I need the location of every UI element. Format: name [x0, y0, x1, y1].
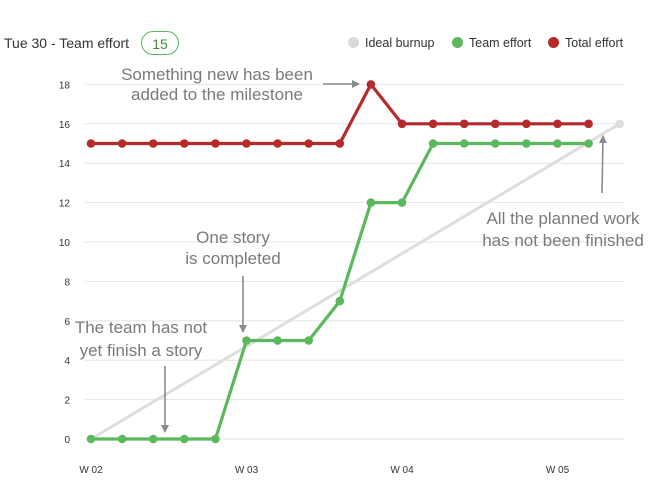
chart-header: Tue 30 - Team effort 15 Ideal burnup Tea… [0, 0, 669, 60]
y-tick-label: 0 [64, 435, 70, 446]
team-effort-point[interactable] [148, 434, 158, 444]
legend-label: Team effort [469, 36, 532, 50]
total-effort-point[interactable] [211, 139, 220, 148]
y-tick-label: 6 [64, 317, 70, 328]
annotation-text: added to the milestone [131, 85, 303, 104]
annotation-story-completed: One story is completed [185, 228, 281, 333]
annotation-text: yet finish a story [80, 341, 203, 360]
total-effort-point[interactable] [273, 139, 282, 148]
legend-item-ideal-burnup[interactable]: Ideal burnup [348, 36, 435, 50]
y-tick-label: 10 [59, 238, 71, 249]
total-effort-point[interactable] [553, 119, 562, 129]
annotation-work-not-finished: All the planned work has not been finishe… [482, 135, 644, 250]
total-effort-point[interactable] [304, 139, 314, 148]
x-tick-label: W 05 [546, 465, 570, 476]
total-effort-point[interactable] [86, 139, 96, 148]
team-effort-point[interactable] [584, 139, 593, 148]
legend-item-team-effort[interactable]: Team effort [452, 36, 531, 50]
annotation-text: Something new has been [121, 65, 313, 84]
team-effort-point[interactable] [428, 139, 438, 148]
total-effort-point[interactable] [242, 139, 251, 148]
total-effort-point[interactable] [397, 119, 407, 129]
total-effort-point[interactable] [428, 119, 438, 129]
team-effort-point[interactable] [180, 434, 189, 444]
team-effort-point[interactable] [522, 139, 531, 148]
effort-count-badge: 15 [141, 31, 179, 55]
y-tick-label: 8 [64, 277, 70, 288]
total-effort-point[interactable] [459, 119, 469, 129]
annotation-text: has not been finished [482, 231, 644, 250]
team-effort-point[interactable] [491, 139, 500, 148]
team-effort-point[interactable] [397, 198, 407, 207]
legend-dot-icon [452, 37, 463, 48]
team-effort-point[interactable] [304, 336, 314, 345]
team-effort-point[interactable] [459, 139, 469, 148]
legend-dot-icon [348, 37, 359, 48]
annotation-text: is completed [185, 249, 280, 268]
team-effort-point[interactable] [366, 198, 376, 207]
legend-label: Ideal burnup [365, 36, 435, 50]
total-effort-point[interactable] [117, 139, 127, 148]
team-effort-point[interactable] [242, 336, 251, 345]
team-effort-point[interactable] [86, 434, 96, 444]
legend-item-total-effort[interactable]: Total effort [548, 36, 623, 50]
total-effort-point[interactable] [366, 80, 376, 89]
x-tick-label: W 02 [79, 465, 103, 476]
total-effort-point[interactable] [491, 119, 500, 129]
team-effort-point[interactable] [117, 434, 127, 444]
total-effort-point[interactable] [148, 139, 158, 148]
total-effort-point[interactable] [522, 119, 531, 129]
y-tick-label: 16 [59, 120, 71, 131]
total-effort-point[interactable] [180, 139, 189, 148]
y-tick-label: 2 [64, 396, 70, 407]
ideal-burnup-line [89, 122, 622, 441]
team-effort-point[interactable] [335, 296, 345, 306]
y-tick-label: 4 [64, 356, 70, 367]
annotation-text: The team has not [75, 318, 208, 337]
legend-dot-icon [548, 37, 559, 48]
legend-label: Total effort [565, 36, 624, 50]
y-tick-label: 18 [59, 80, 71, 91]
annotation-text: All the planned work [486, 209, 640, 228]
annotation-text: One story [196, 228, 270, 247]
ideal-burnup-point[interactable] [615, 119, 624, 129]
x-tick-label: W 03 [235, 465, 259, 476]
x-tick-label: W 04 [390, 465, 414, 476]
chart-title: Tue 30 - Team effort [4, 35, 130, 51]
team-effort-point[interactable] [553, 139, 562, 148]
team-effort-point[interactable] [211, 434, 220, 444]
y-tick-label: 14 [59, 159, 71, 170]
annotation-arrow [598, 135, 607, 194]
y-tick-label: 12 [59, 199, 71, 210]
team-effort-point[interactable] [273, 336, 282, 345]
total-effort-point[interactable] [584, 119, 593, 129]
total-effort-point[interactable] [335, 139, 345, 148]
annotation-no-story-finished: The team has not yet finish a story [75, 318, 208, 433]
